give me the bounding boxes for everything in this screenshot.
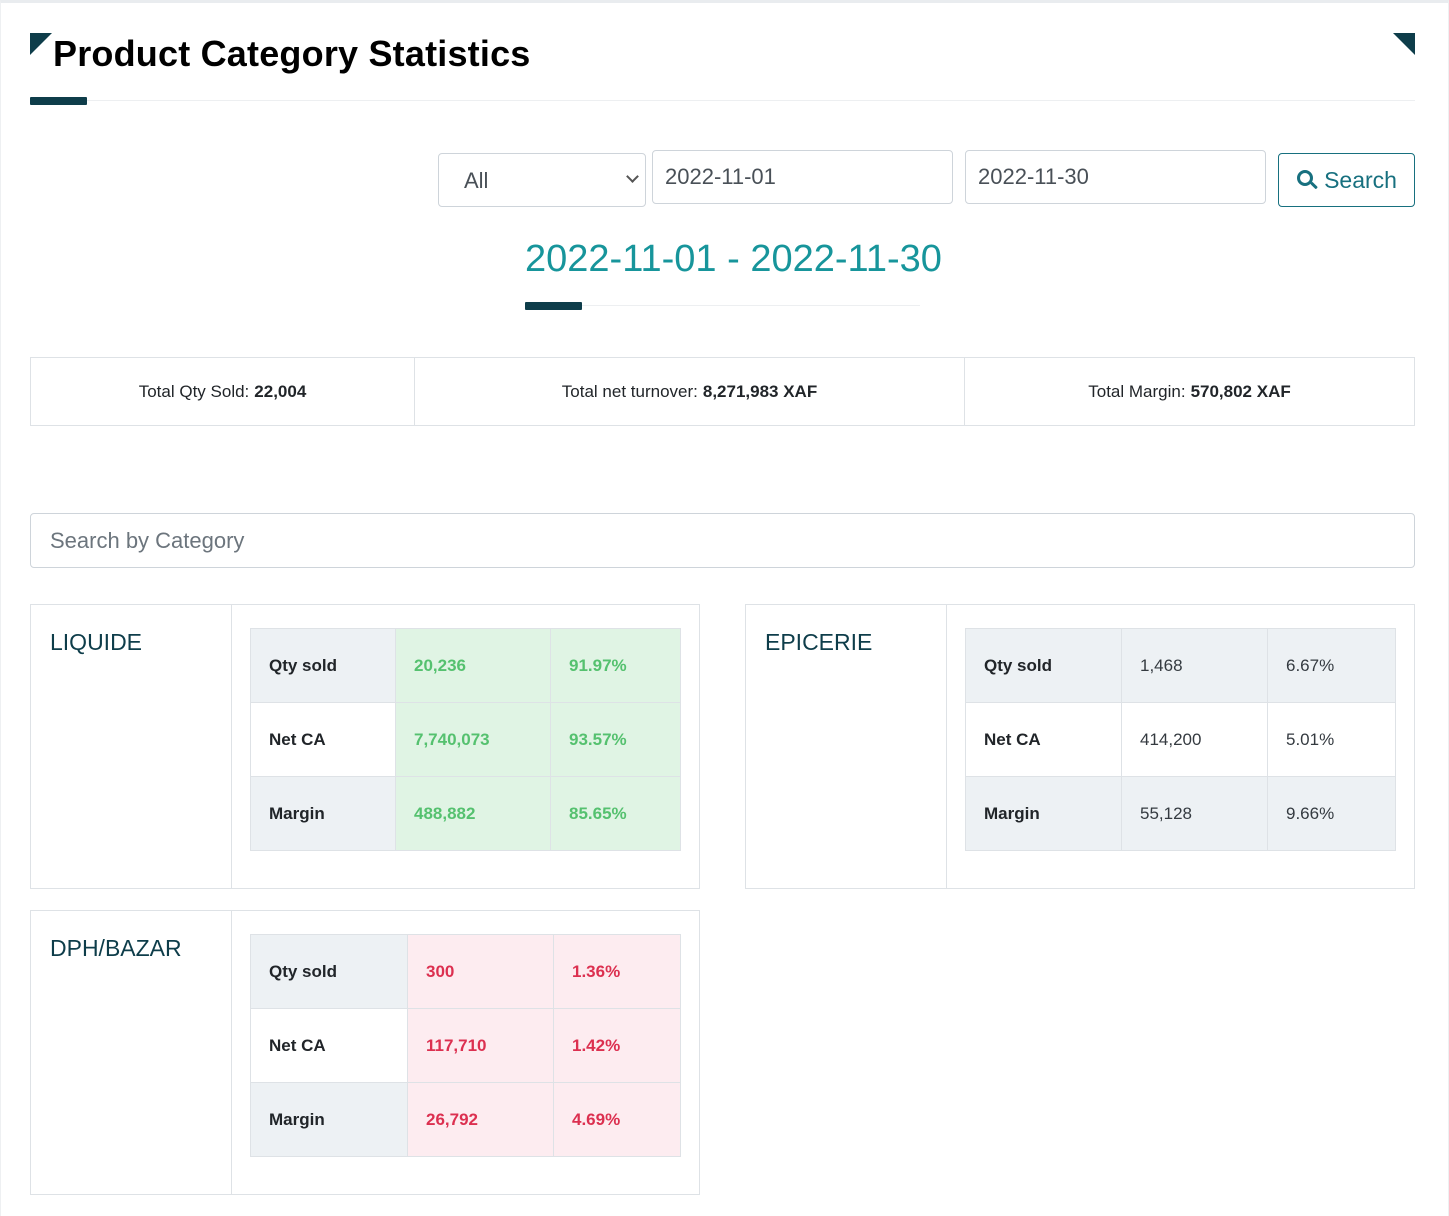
category-search-input[interactable] [30, 513, 1415, 568]
search-button-label: Search [1324, 166, 1397, 193]
row-label: Qty sold [250, 628, 396, 703]
table-row: Net CA 117,710 1.42% [250, 1008, 681, 1083]
total-qty-label: Total Qty Sold: [138, 381, 250, 401]
row-value: 117,710 [407, 1008, 554, 1083]
total-margin-label: Total Margin: [1088, 381, 1186, 401]
category-stats-table: Qty sold 300 1.36% Net CA 117,710 1.42% … [250, 934, 681, 1157]
row-percent: 1.42% [553, 1008, 681, 1083]
category-filter-select[interactable]: All [438, 153, 646, 207]
row-percent: 93.57% [550, 702, 681, 777]
category-name-column: LIQUIDE [31, 605, 232, 888]
category-name: EPICERIE [765, 629, 873, 655]
title-accent-bar [30, 97, 87, 105]
row-label: Net CA [965, 702, 1122, 777]
category-name-column: EPICERIE [746, 605, 947, 888]
row-label: Net CA [250, 1008, 408, 1083]
range-accent-bar [525, 302, 582, 310]
page-title: Product Category Statistics [53, 33, 531, 74]
total-turnover-value: 8,271,983 XAF [702, 381, 818, 401]
range-divider [525, 305, 920, 306]
row-percent: 6.67% [1267, 628, 1396, 703]
row-label: Net CA [250, 702, 396, 777]
total-qty-value: 22,004 [254, 381, 307, 401]
total-qty-cell: Total Qty Sold: 22,004 [31, 358, 415, 425]
row-value: 26,792 [407, 1082, 554, 1157]
table-row: Qty sold 20,236 91.97% [250, 628, 681, 703]
row-percent: 4.69% [553, 1082, 681, 1157]
chevron-down-icon [626, 170, 639, 183]
row-percent: 9.66% [1267, 776, 1396, 851]
row-label: Margin [250, 776, 396, 851]
table-row: Qty sold 300 1.36% [250, 934, 681, 1009]
search-icon [1296, 169, 1318, 191]
table-row: Margin 26,792 4.69% [250, 1082, 681, 1157]
category-stats-table: Qty sold 1,468 6.67% Net CA 414,200 5.01… [965, 628, 1396, 851]
corner-decoration-left [30, 33, 52, 55]
table-row: Net CA 7,740,073 93.57% [250, 702, 681, 777]
table-row: Net CA 414,200 5.01% [965, 702, 1396, 777]
row-label: Qty sold [250, 934, 408, 1009]
total-turnover-label: Total net turnover: [561, 381, 698, 401]
row-value: 7,740,073 [395, 702, 551, 777]
row-value: 414,200 [1121, 702, 1268, 777]
range-start: 2022-11-01 [525, 238, 717, 280]
category-filter-value: All [464, 168, 489, 193]
range-end: 2022-11-30 [750, 238, 942, 280]
start-date-input[interactable] [652, 150, 953, 204]
row-percent: 91.97% [550, 628, 681, 703]
title-divider [30, 100, 1415, 101]
row-percent: 1.36% [553, 934, 681, 1009]
category-name: LIQUIDE [50, 629, 143, 655]
collapse-corner-toggle[interactable] [1393, 33, 1415, 55]
category-name: DPH/BAZAR [50, 935, 182, 961]
total-margin-cell: Total Margin: 570,802 XAF [965, 358, 1414, 425]
range-separator: - [716, 238, 751, 280]
row-label: Margin [965, 776, 1122, 851]
row-percent: 5.01% [1267, 702, 1396, 777]
total-turnover-cell: Total net turnover: 8,271,983 XAF [415, 358, 965, 425]
row-percent: 85.65% [550, 776, 681, 851]
row-value: 300 [407, 934, 554, 1009]
end-date-input[interactable] [965, 150, 1266, 204]
row-value: 55,128 [1121, 776, 1268, 851]
table-row: Qty sold 1,468 6.67% [965, 628, 1396, 703]
search-button[interactable]: Search [1278, 153, 1415, 207]
category-stats-table: Qty sold 20,236 91.97% Net CA 7,740,073 … [250, 628, 681, 851]
row-value: 20,236 [395, 628, 551, 703]
row-value: 488,882 [395, 776, 551, 851]
category-card-epicerie: EPICERIE Qty sold 1,468 6.67% Net CA 414… [745, 604, 1415, 889]
totals-summary: Total Qty Sold: 22,004 Total net turnove… [30, 357, 1415, 426]
total-margin-value: 570,802 XAF [1190, 381, 1291, 401]
category-card-dph-bazar: DPH/BAZAR Qty sold 300 1.36% Net CA 117,… [30, 910, 700, 1195]
category-name-column: DPH/BAZAR [31, 911, 232, 1194]
table-row: Margin 488,882 85.65% [250, 776, 681, 851]
row-label: Margin [250, 1082, 408, 1157]
category-card-liquide: LIQUIDE Qty sold 20,236 91.97% Net CA 7,… [30, 604, 700, 889]
table-row: Margin 55,128 9.66% [965, 776, 1396, 851]
row-value: 1,468 [1121, 628, 1268, 703]
date-range-heading: 2022-11-01 - 2022-11-30 [525, 238, 942, 281]
row-label: Qty sold [965, 628, 1122, 703]
